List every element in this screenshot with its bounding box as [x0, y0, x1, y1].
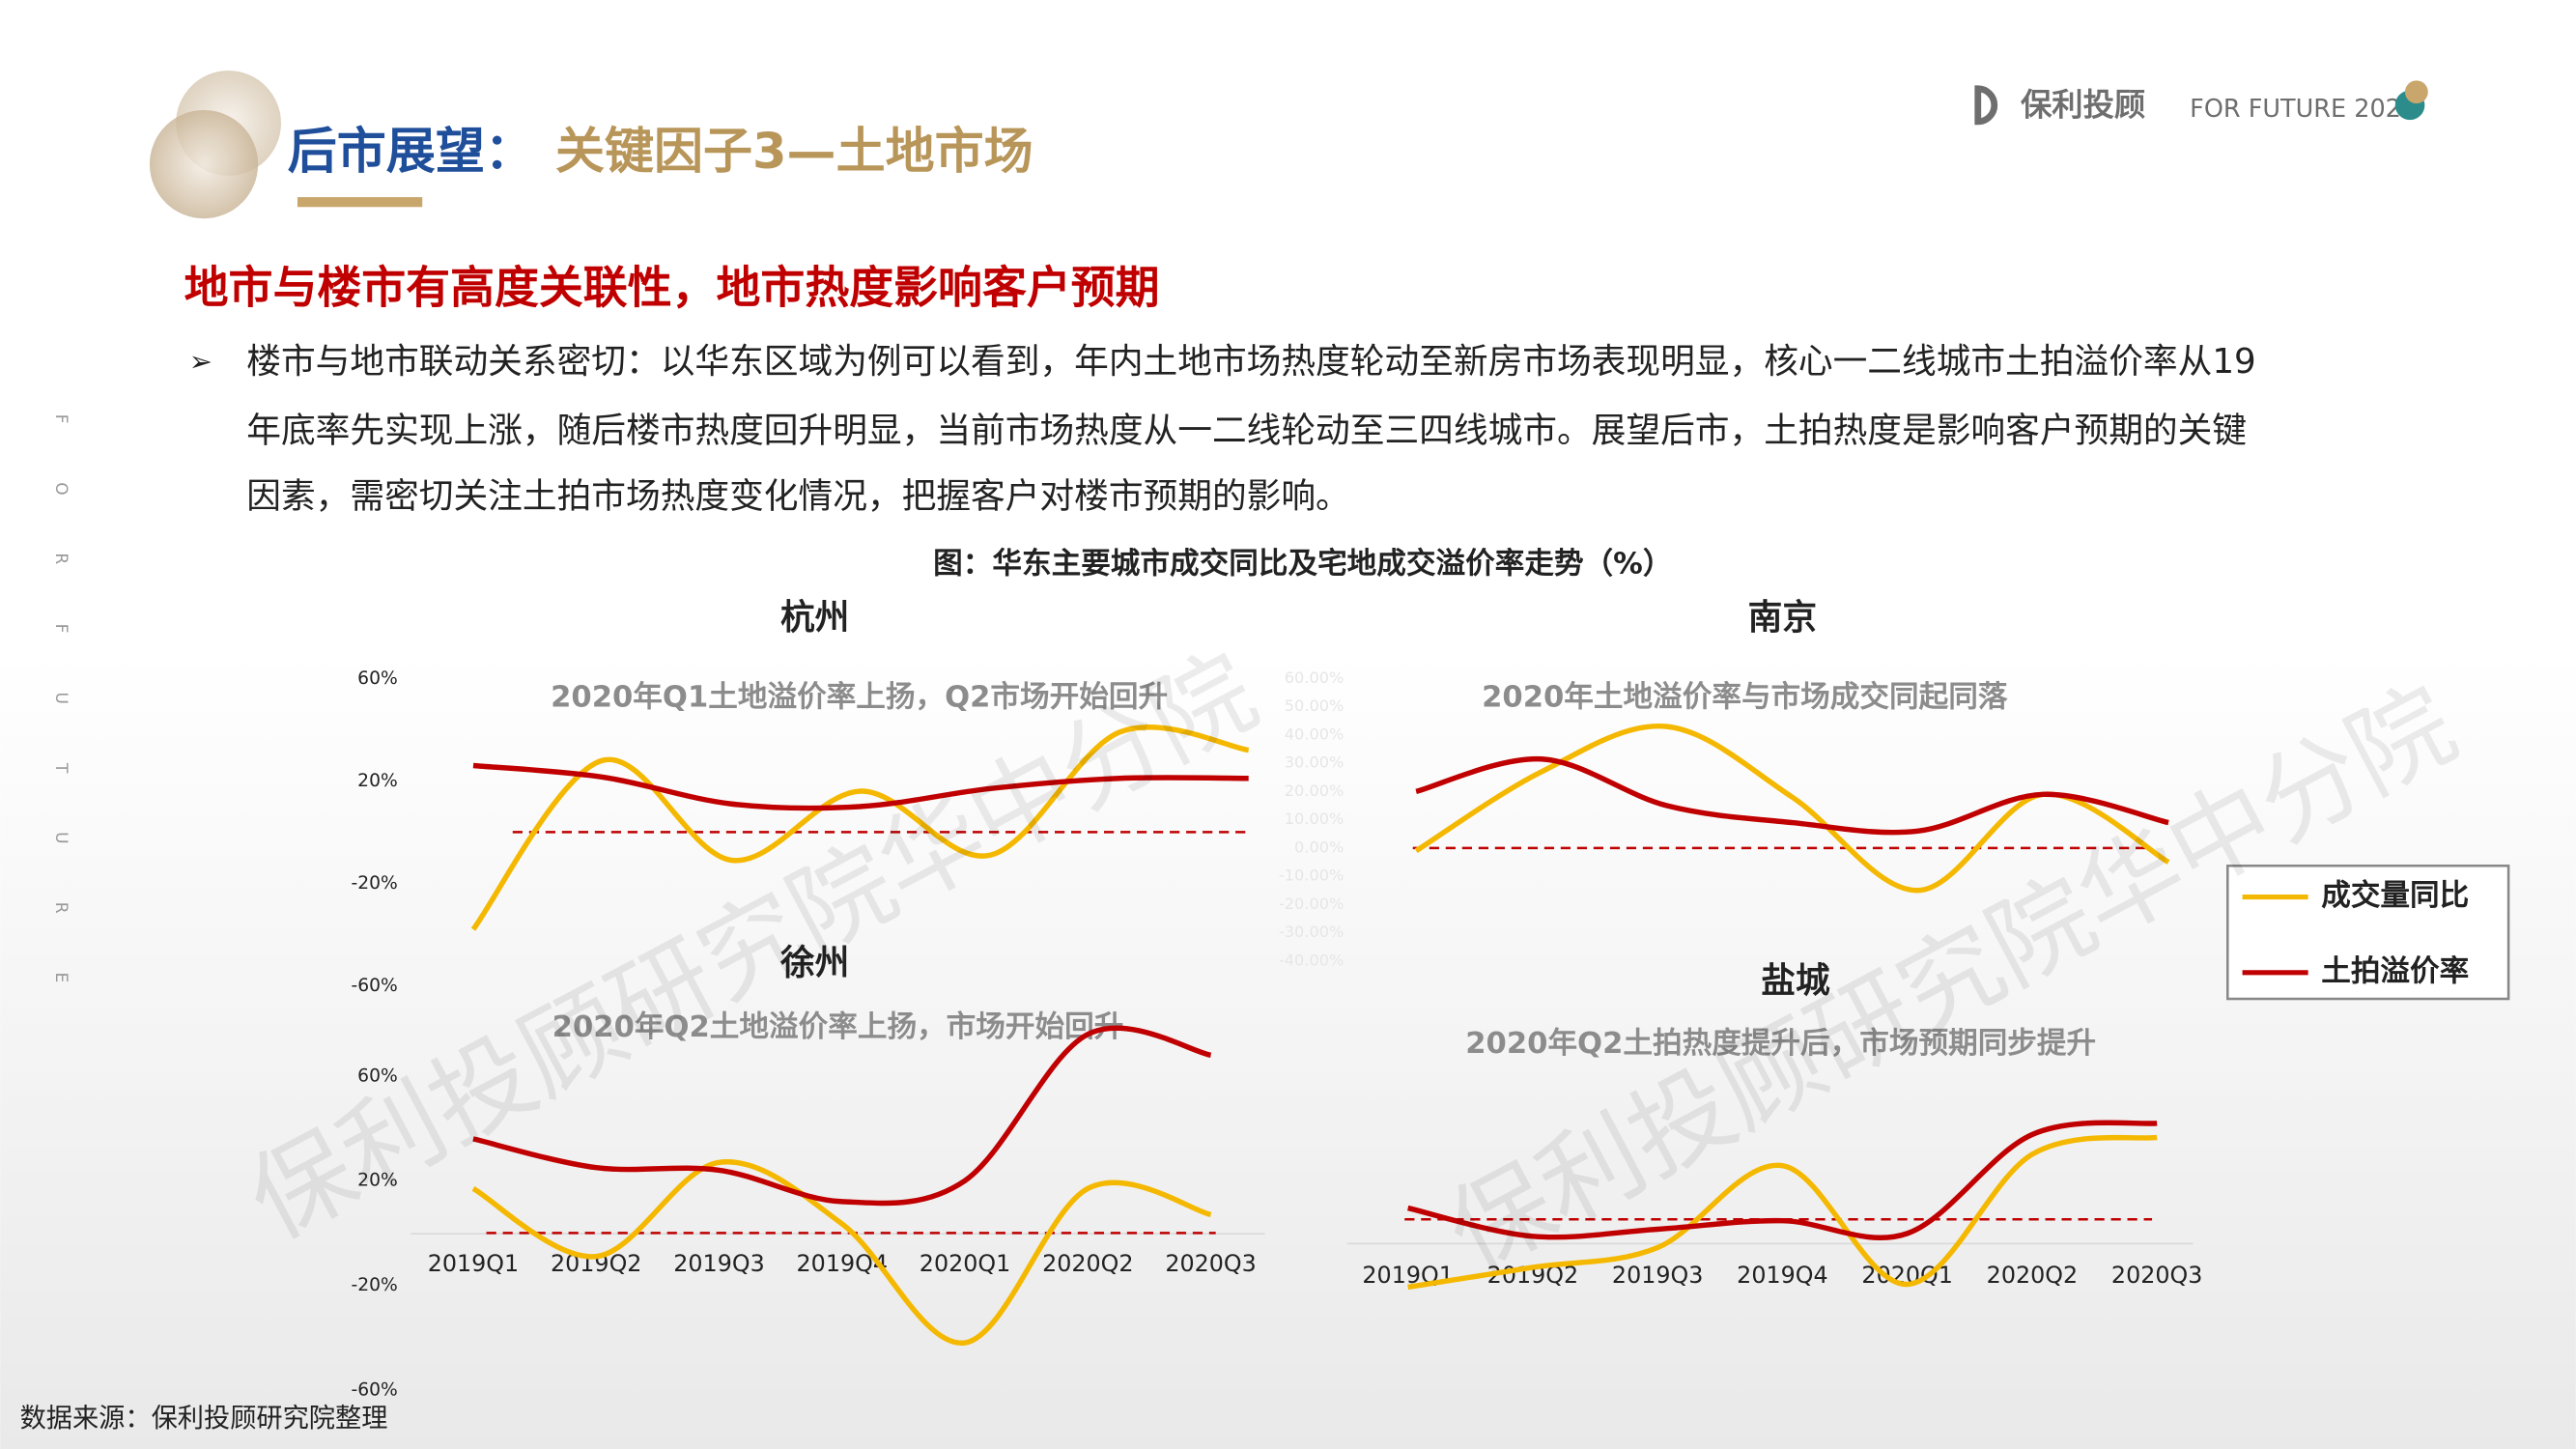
x-tick-label: 2020Q3 [1165, 1250, 1256, 1277]
y-tick-label: 60% [357, 1065, 398, 1086]
side-letter: O [51, 482, 71, 495]
side-letter: F [51, 624, 71, 634]
slogan: FOR FUTURE 2020 [2190, 95, 2417, 124]
y-tick-label: -20% [351, 873, 397, 894]
side-letter: T [51, 762, 71, 774]
y-tick-label: -30.00% [1279, 923, 1344, 941]
side-letter: E [51, 973, 71, 983]
y-tick-label: 20% [357, 771, 398, 791]
series-line [1407, 1120, 2158, 1240]
y-tick-label: -10.00% [1279, 867, 1344, 885]
title-main: 关键因子3—土地市场 [555, 124, 1033, 181]
y-tick-label: 60% [357, 668, 398, 689]
legend-label: 土拍溢价率 [2321, 954, 2469, 988]
figure-title: 图：华东主要城市成交同比及宅地成交溢价率走势（%） [933, 547, 1672, 582]
series-line [470, 724, 1250, 931]
chart-annotation: 2020年Q2土拍热度提升后，市场预期同步提升 [1465, 1026, 2096, 1061]
series-line [1407, 1134, 2158, 1291]
x-tick-label: 2020Q2 [1987, 1262, 2078, 1289]
chart-title: 杭州 [780, 598, 849, 638]
y-tick-label: 60.00% [1285, 668, 1345, 687]
side-letter: R [51, 902, 71, 914]
legend-box [2226, 864, 2510, 1001]
x-tick-label: 2019Q4 [1737, 1262, 1827, 1289]
x-tick-label: 2020Q1 [920, 1250, 1010, 1277]
y-tick-label: -20% [351, 1275, 397, 1295]
chart-title: 盐城 [1761, 961, 1830, 1001]
logo-text: 保利投顾 [2021, 87, 2145, 124]
chart-annotation: 2020年Q1土地溢价率上扬，Q2市场开始回升 [551, 679, 1168, 714]
side-letter: U [51, 832, 71, 843]
y-tick-label: 10.00% [1285, 810, 1345, 828]
y-tick-label: 20.00% [1285, 781, 1345, 800]
logo-icon [1974, 85, 1998, 126]
y-tick-label: 40.00% [1285, 724, 1345, 743]
y-tick-label: 50.00% [1285, 696, 1345, 715]
bullet-line: 因素，需密切关注土拍市场热度变化情况，把握客户对楼市预期的影响。 [246, 476, 1350, 516]
decor-orb [149, 109, 259, 219]
chart-annotation: 2020年Q2土地溢价率上扬，市场开始回升 [552, 1009, 1124, 1044]
side-letter: U [51, 693, 71, 704]
series-line [471, 1159, 1212, 1346]
y-tick-label: 0.00% [1294, 838, 1344, 856]
y-tick-label: -60% [351, 1379, 397, 1400]
chart-title: 徐州 [779, 943, 849, 982]
y-tick-label: -60% [351, 976, 397, 996]
x-tick-label: 2020Q3 [2111, 1262, 2202, 1289]
chart-title: 南京 [1748, 598, 1817, 638]
side-letter: F [51, 414, 71, 424]
bullet-marker: ➢ [189, 345, 212, 378]
y-tick-label: -40.00% [1279, 951, 1344, 969]
x-tick-label: 2019Q3 [1612, 1262, 1703, 1289]
title-underline [297, 197, 423, 208]
y-tick-label: 20% [357, 1171, 398, 1191]
chart-annotation: 2020年土地溢价率与市场成交同起同落 [1482, 679, 2008, 714]
legend-label: 成交量同比 [2321, 878, 2469, 913]
side-letter: R [51, 553, 71, 564]
bullet-line: 年底率先实现上涨，随后楼市热度回升明显，当前市场热度从一二线轮动至三四线城市。展… [246, 411, 2247, 450]
series-line [472, 762, 1249, 811]
x-tick-label: 2020Q2 [1042, 1250, 1133, 1277]
bullet-line: 楼市与地市联动关系密切：以华东区域为例可以看到，年内土地市场热度轮动至新房市场表… [246, 342, 2256, 382]
logo-dot [2404, 80, 2428, 104]
y-tick-label: 30.00% [1285, 753, 1345, 772]
y-tick-label: -20.00% [1279, 895, 1344, 913]
series-line [1415, 756, 2169, 836]
x-tick-label: 2019Q3 [673, 1250, 764, 1277]
series-line [472, 1025, 1212, 1207]
x-tick-label: 2019Q1 [428, 1250, 519, 1277]
subheading: 地市与楼市有高度关联性，地市热度影响客户预期 [184, 262, 1160, 314]
source: 数据来源：保利投顾研究院整理 [20, 1404, 388, 1434]
title-lead: 后市展望： [288, 124, 534, 181]
